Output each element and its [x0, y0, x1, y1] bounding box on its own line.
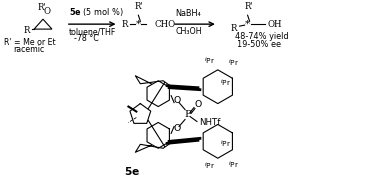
Text: R: R	[121, 20, 128, 29]
Text: OH: OH	[268, 20, 282, 29]
Text: $\bf{5e}$: $\bf{5e}$	[124, 165, 141, 177]
Text: $^i$Pr: $^i$Pr	[220, 78, 231, 89]
Text: $\bf{5e}$ (5 mol %): $\bf{5e}$ (5 mol %)	[69, 6, 124, 18]
Text: -78 °C: -78 °C	[74, 34, 99, 43]
Text: $^i$Pr: $^i$Pr	[204, 56, 215, 67]
Text: O: O	[194, 100, 201, 109]
Text: R': R'	[135, 2, 144, 11]
Text: O: O	[174, 96, 181, 105]
Text: $^i$Pr: $^i$Pr	[228, 57, 239, 69]
Text: *: *	[136, 20, 141, 29]
Text: R': R'	[244, 2, 253, 11]
Text: 48-74% yield: 48-74% yield	[235, 32, 288, 41]
Text: R': R'	[37, 3, 46, 12]
Text: $^i$Pr: $^i$Pr	[204, 161, 215, 173]
Text: $^i$Pr: $^i$Pr	[228, 159, 239, 170]
Text: CH₃OH: CH₃OH	[175, 27, 202, 36]
Text: toluene/THF: toluene/THF	[69, 27, 116, 36]
Text: R: R	[231, 24, 237, 33]
Text: P: P	[184, 110, 191, 119]
Text: NaBH₄: NaBH₄	[175, 9, 201, 18]
Text: 19-50% ee: 19-50% ee	[237, 40, 281, 49]
Text: CHO: CHO	[154, 20, 175, 29]
Text: $^i$Pr: $^i$Pr	[220, 139, 231, 150]
Text: NHTf: NHTf	[199, 118, 220, 127]
Text: O: O	[43, 7, 51, 16]
Text: O: O	[174, 124, 181, 133]
Text: R' = Me or Et: R' = Me or Et	[4, 38, 56, 46]
Text: racemic: racemic	[13, 46, 45, 54]
Text: R: R	[24, 26, 30, 35]
Text: *: *	[245, 20, 250, 29]
